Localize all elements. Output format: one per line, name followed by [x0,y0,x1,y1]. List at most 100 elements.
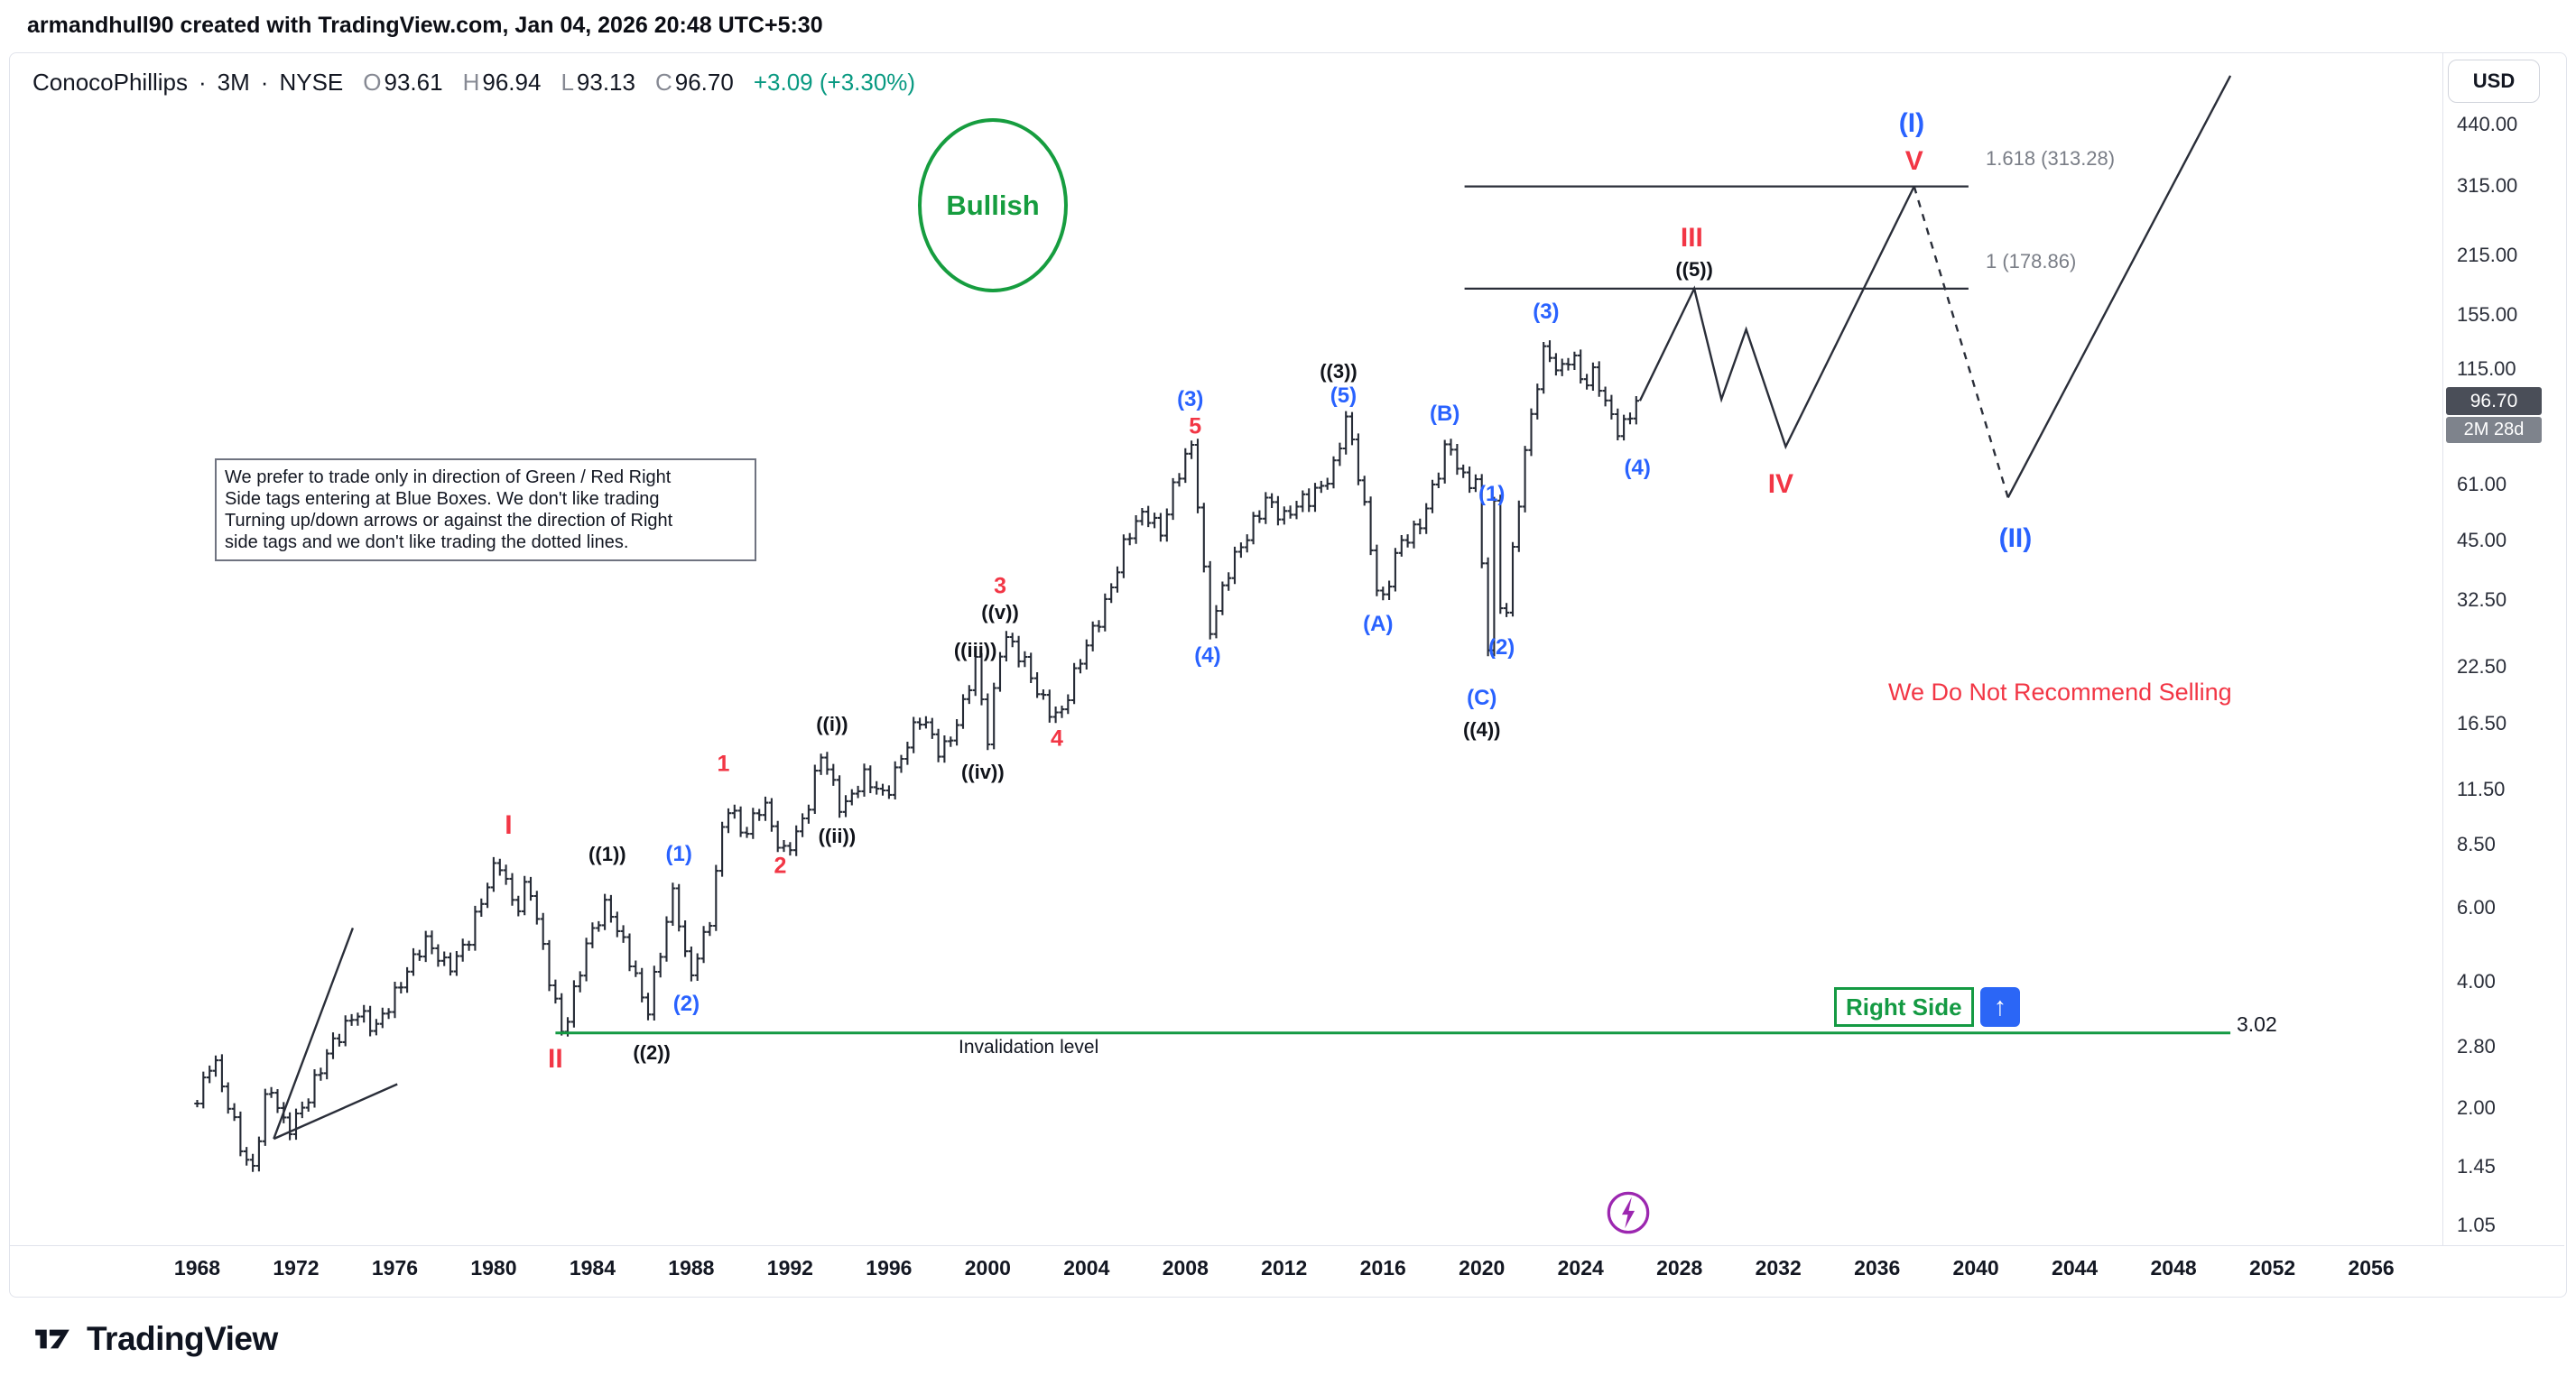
year-tick: 2000 [964,1256,1011,1280]
wave-label: (2) [1487,634,1515,660]
price-tick: 2.00 [2457,1096,2496,1119]
wave-label: ((iii)) [953,638,997,661]
high-label: H [462,69,480,96]
close-label: C [654,69,672,96]
wave-label: ((i)) [816,712,848,735]
note-line: side tags and we don't like trading the … [225,532,629,552]
wave-label: (4) [1624,455,1651,480]
symbol-name[interactable]: ConocoPhillips [32,69,188,96]
wave-label: (B) [1430,401,1460,426]
wave-label: 3 [994,573,1006,599]
separator-dot: · [198,69,207,96]
tradingview-logo-icon [35,1329,69,1349]
year-tick: 2016 [1359,1256,1406,1280]
price-tick: 45.00 [2457,528,2507,551]
invalidation-level-label: Invalidation level [959,1037,1099,1058]
exchange-label: NYSE [279,69,344,96]
year-tick: 2032 [1755,1256,1802,1280]
invalidation-price-label: 3.02 [2237,1012,2277,1036]
note-line: We prefer to trade only in direction of … [225,467,672,487]
wave-label: 5 [1189,413,1202,439]
price-tick: 61.00 [2457,473,2507,496]
wave-label: (C) [1467,686,1497,711]
wave-label: (I) [1898,107,1925,138]
year-tick: 2048 [2150,1256,2197,1280]
tradingview-logo[interactable]: TradingView [31,1317,278,1361]
price-tick: 315.00 [2457,173,2518,197]
year-tick: 1980 [470,1256,517,1280]
symbol-header[interactable]: ConocoPhillips · 3M · NYSE O 93.61 H 96.… [32,69,915,97]
wave-label: (4) [1194,642,1221,668]
price-tick: 115.00 [2457,357,2516,381]
wave-label: IV [1767,469,1794,500]
year-tick: 2056 [2348,1256,2395,1280]
year-tick: 2036 [1854,1256,1901,1280]
year-tick: 2012 [1261,1256,1308,1280]
year-tick: 2052 [2248,1256,2296,1280]
bullish-label: Bullish [946,189,1040,221]
price-tick: 32.50 [2457,587,2507,611]
year-tick: 1972 [273,1256,320,1280]
projection-path-final [2006,75,2232,498]
wave-label: 1 [717,751,730,777]
note-line: Side tags entering at Blue Boxes. We don… [225,489,660,509]
price-axis-separator [2442,53,2443,1245]
wave-label: ((2)) [633,1041,671,1065]
spark-event-icon[interactable] [1605,1189,1652,1236]
wave-label: 2 [774,853,787,879]
year-tick: 1996 [866,1256,913,1280]
wave-label: 4 [1051,725,1063,752]
time-axis-separator [10,1245,2564,1246]
price-tick: 1.45 [2457,1155,2496,1178]
price-bars [194,340,1639,1172]
year-tick: 2020 [1459,1256,1506,1280]
open-label: O [363,69,382,96]
wave-label: III [1680,222,1703,253]
fib-extension-label-1: 1 (178.86) [1986,250,2077,273]
price-tick: 440.00 [2457,112,2518,135]
wave-label: (2) [672,991,700,1016]
wave-label: ((5)) [1675,257,1713,281]
wave-label: ((ii)) [818,824,857,847]
no-sell-warning-text: We Do Not Recommend Selling [1888,679,2232,706]
bar-countdown-badge: 2M 28d [2446,417,2542,443]
year-tick: 1968 [173,1256,221,1280]
last-price-badge: 96.70 [2446,387,2542,415]
price-tick: 22.50 [2457,654,2507,678]
year-tick: 2040 [1952,1256,1999,1280]
year-tick: 2024 [1557,1256,1604,1280]
wave-label: V [1904,145,1923,176]
price-tick: 215.00 [2457,243,2518,266]
change-value: +3.09 (+3.30%) [753,69,916,96]
year-tick: 1984 [569,1256,616,1280]
price-tick: 155.00 [2457,302,2518,326]
projection-path-solid [1638,186,1915,450]
chart-card [9,52,2567,1298]
price-tick: 1.05 [2457,1214,2496,1237]
wave-label: ((1)) [588,842,626,865]
low-label: L [561,69,574,96]
open-value: 93.61 [384,69,443,96]
price-tick: 6.00 [2457,895,2496,919]
price-tick: 16.50 [2457,711,2507,734]
year-tick: 2008 [1162,1256,1209,1280]
right-side-tag[interactable]: Right Side [1834,987,1974,1027]
wave-label: (II) [1998,523,2033,554]
year-tick: 2044 [2052,1256,2099,1280]
low-value: 93.13 [576,69,635,96]
separator-dot: · [260,69,269,96]
bullish-ellipse-annotation[interactable]: Bullish [918,118,1068,292]
lightning-bolt-icon [1621,1196,1635,1229]
up-arrow-icon[interactable]: ↑ [1980,987,2020,1027]
interval-label[interactable]: 3M [217,69,250,96]
price-tick: 4.00 [2457,969,2496,993]
wave-label: (1) [665,841,692,866]
year-tick: 1976 [371,1256,419,1280]
currency-button[interactable]: USD [2448,60,2540,103]
year-tick: 1988 [668,1256,715,1280]
trading-note-textbox[interactable]: We prefer to trade only in direction of … [215,458,756,561]
tradingview-wordmark: TradingView [87,1320,278,1357]
trend-line [273,1083,398,1141]
wave-label: (A) [1363,611,1394,636]
